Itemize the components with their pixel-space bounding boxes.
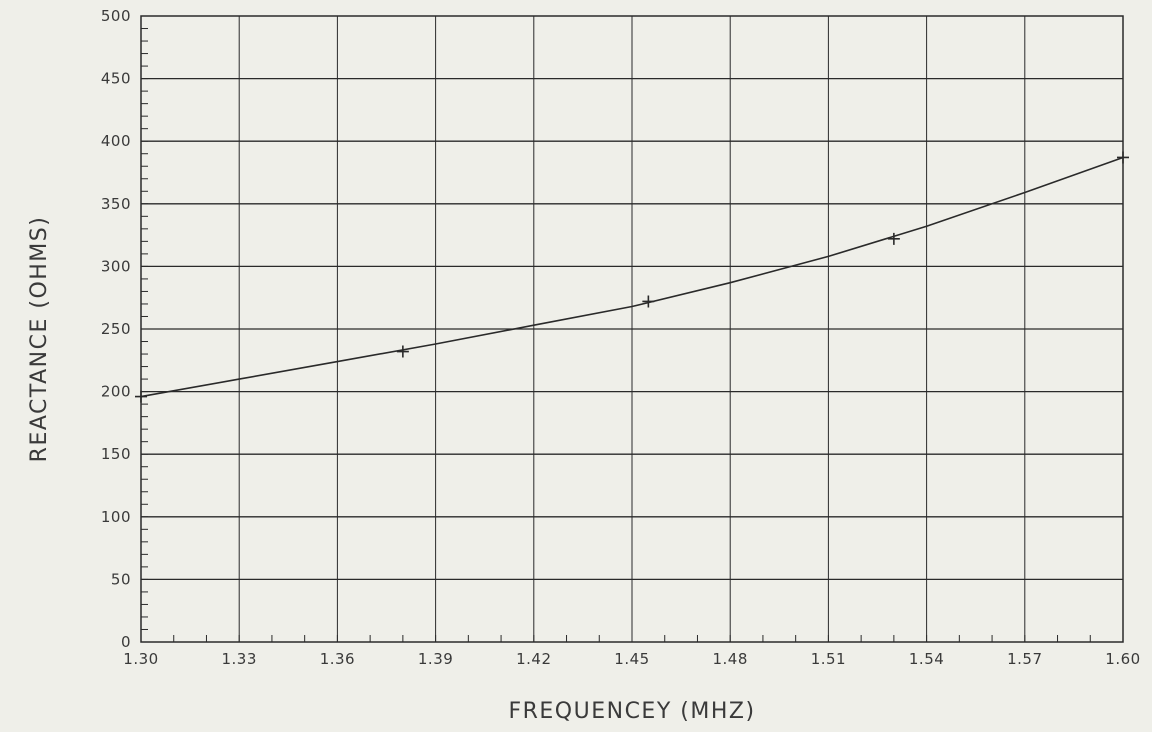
y-tick-label: 250 — [101, 320, 131, 338]
plot-frame — [140, 15, 1124, 643]
y-axis-title: REACTANCE (OHMS) — [27, 216, 52, 463]
grid-layer — [141, 16, 1123, 642]
y-tick-label: 0 — [121, 633, 131, 651]
y-tick-label: 150 — [101, 445, 131, 463]
y-tick-label: 450 — [101, 70, 131, 88]
x-tick-label: 1.36 — [320, 650, 355, 668]
x-tick-labels: 1.30 1.33 1.36 1.39 1.42 1.45 1.48 1.51 1.54 1.57… — [123, 650, 1140, 668]
x-tick-label: 1.45 — [614, 650, 649, 668]
x-tick-label: 1.48 — [712, 650, 747, 668]
y-tick-label: 350 — [101, 195, 131, 213]
plus-marker — [396, 345, 409, 358]
series-line — [140, 156, 1124, 398]
y-tick-labels: 0 50 100 150 200 250 300 350 400 450 500 — [101, 7, 131, 651]
x-tick-label: 1.51 — [811, 650, 846, 668]
y-tick-label: 100 — [101, 508, 131, 526]
x-tick-label: 1.60 — [1105, 650, 1140, 668]
plus-marker — [1117, 151, 1129, 164]
y-tick-label: 200 — [101, 383, 131, 401]
series-layer — [135, 151, 1129, 403]
y-tick-label: 300 — [101, 257, 131, 275]
x-tick-label: 1.39 — [418, 650, 453, 668]
x-axis-title: FREQUENCEY (MHZ) — [508, 699, 755, 724]
x-tick-label: 1.42 — [516, 650, 551, 668]
plus-marker — [887, 232, 900, 245]
plus-marker — [135, 390, 147, 403]
y-tick-label: 50 — [111, 570, 131, 588]
x-tick-label: 1.57 — [1007, 650, 1042, 668]
y-tick-label: 500 — [101, 7, 131, 25]
x-tick-label: 1.33 — [221, 650, 256, 668]
plus-marker — [642, 295, 655, 308]
x-tick-label: 1.30 — [123, 650, 158, 668]
x-tick-label: 1.54 — [909, 650, 944, 668]
minor-tick-layer — [140, 28, 1091, 643]
y-tick-label: 400 — [101, 132, 131, 150]
